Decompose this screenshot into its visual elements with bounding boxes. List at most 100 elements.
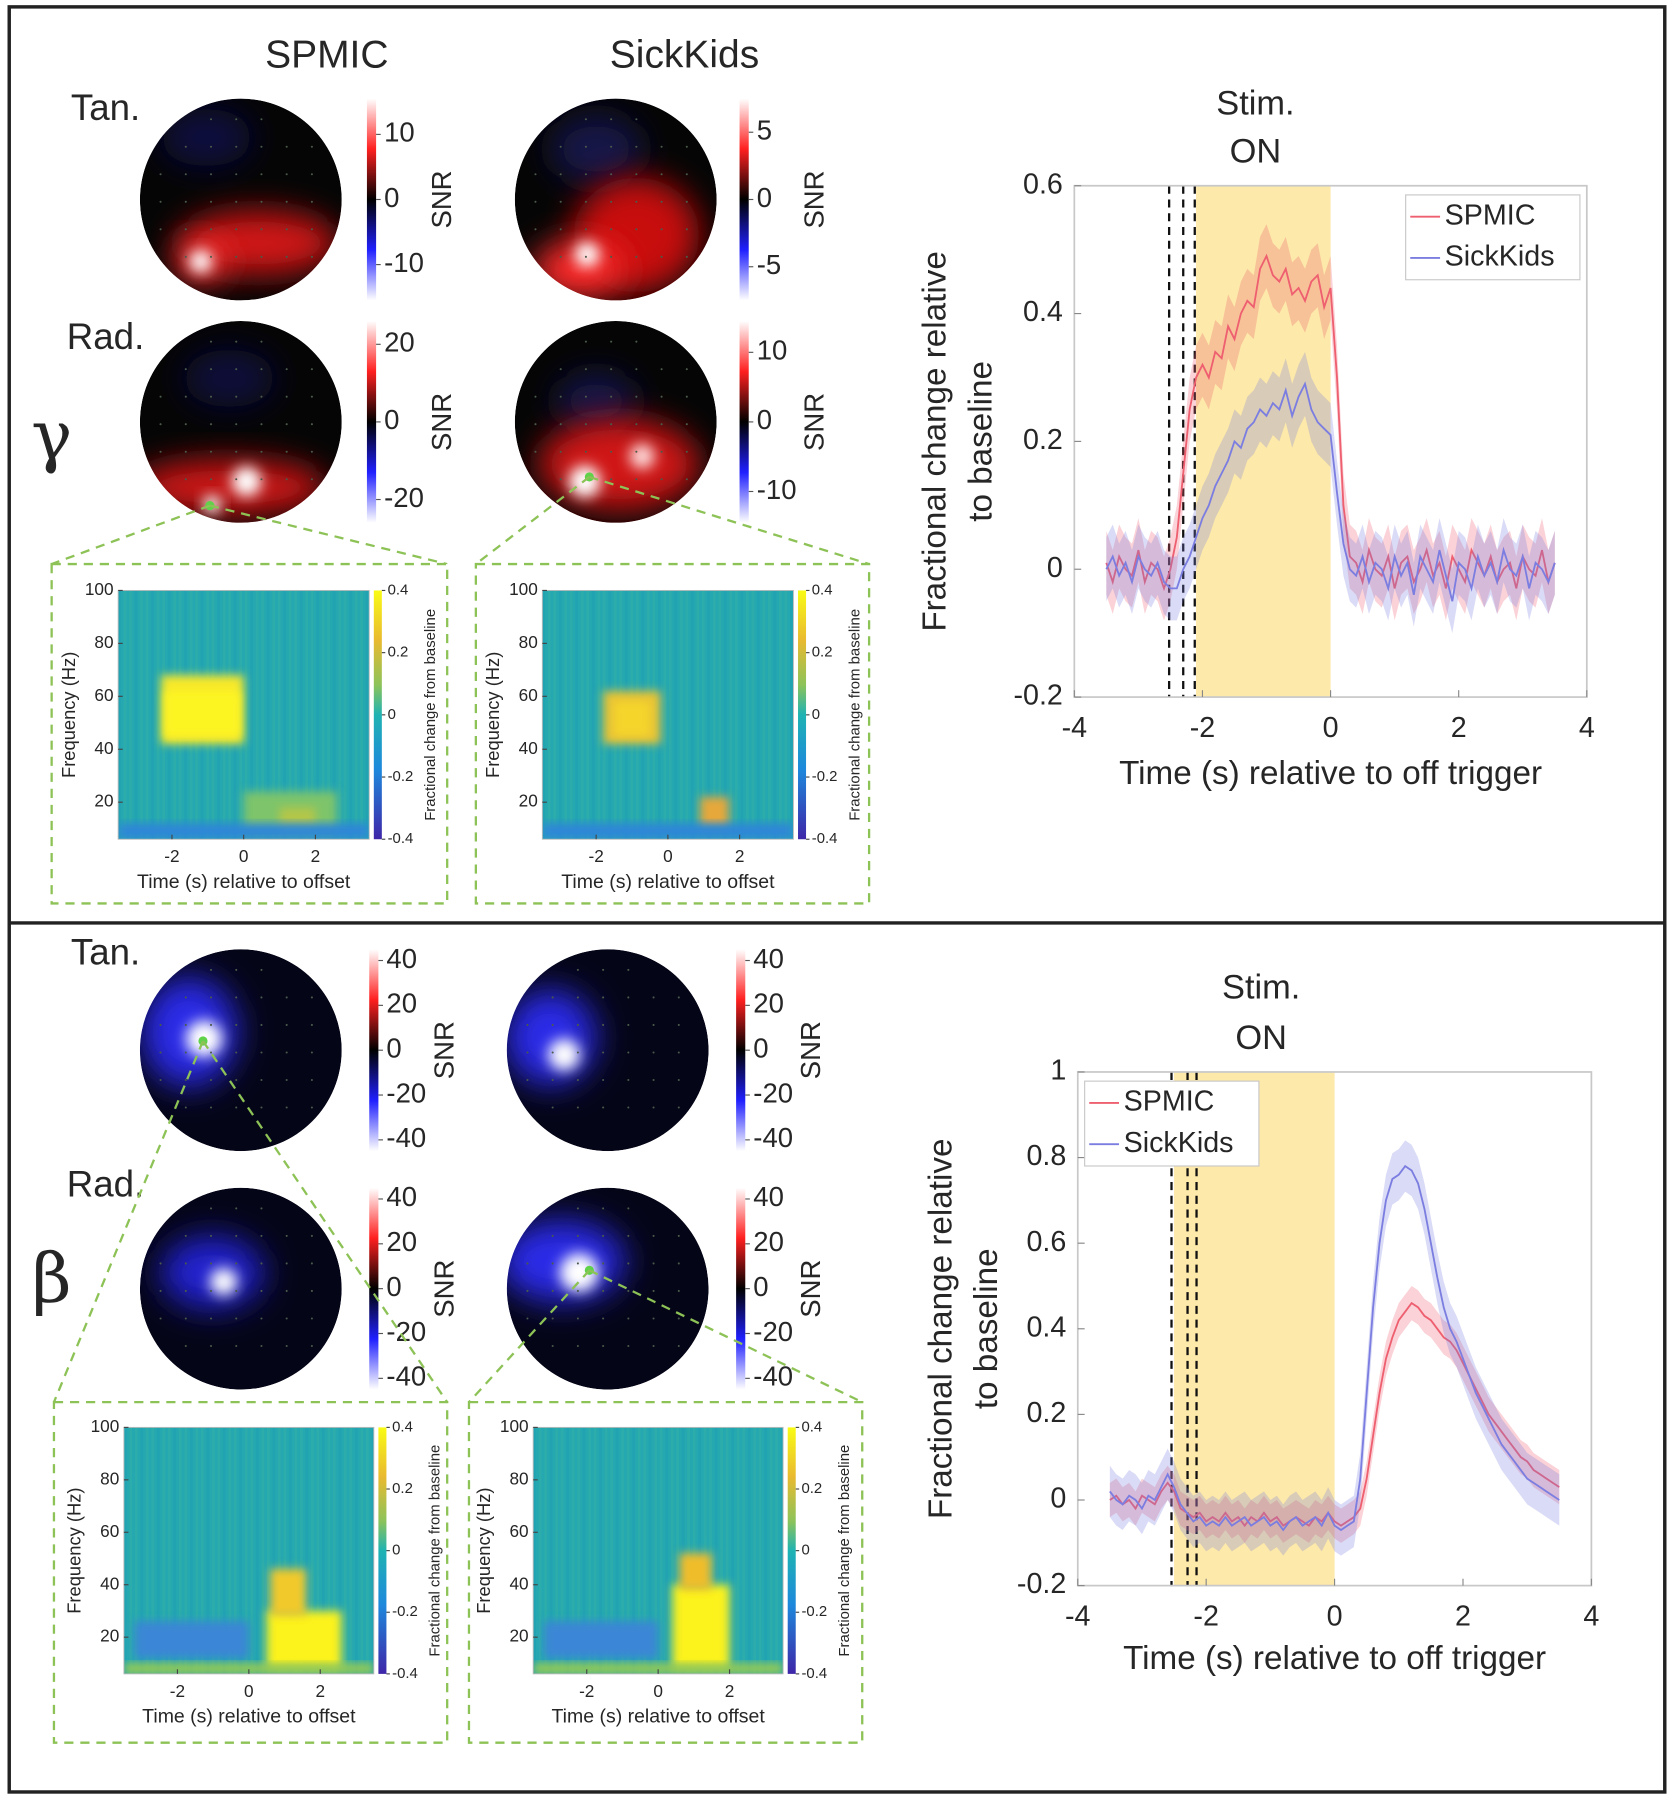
sensor [235,340,238,343]
zoom-line [588,1269,863,1404]
sensor [685,173,688,176]
colorbar-label: SNR [428,1260,459,1318]
row-label: Tan. [71,932,140,973]
topoplot [139,98,342,301]
legend-label: SickKids [1445,241,1555,273]
spectrogram-texture [751,590,755,840]
sensor [576,1078,579,1082]
sensor [559,200,562,203]
spectrogram-texture [266,1427,270,1674]
series-line [1109,1164,1560,1532]
sensor [260,200,263,203]
sensor [602,1289,605,1292]
row-label: Rad. [67,1163,144,1204]
sensor [610,173,613,176]
topoplot [514,98,717,301]
zoom-line [202,1040,449,1403]
y-tick-label: -0.2 [1017,1568,1066,1600]
colorbar-tick-label: -20 [753,1077,793,1108]
sensor [260,1051,263,1054]
sensor [610,255,613,258]
sensor [660,450,663,453]
spectrogram-texture [316,1427,320,1674]
spectrogram-texture [299,590,303,840]
sensor [310,368,313,371]
topo-blob [506,1219,625,1303]
sensor [184,423,187,426]
spectrogram-texture [250,1427,254,1674]
sensor [534,450,537,453]
x-tick-label: 0 [244,1681,254,1701]
sensor [285,478,288,481]
sensor [635,423,638,426]
sensor [685,200,688,203]
colorbar-tick-label: -10 [757,474,797,505]
sensor [551,1078,554,1082]
sensor [159,1078,162,1082]
sensor [627,1106,630,1109]
spectrogram-texture [118,590,121,840]
sensor [310,1289,313,1292]
sensor [260,1078,263,1082]
spectrogram-texture [758,1427,762,1674]
sensor [310,255,313,258]
sensor [627,968,630,971]
sensor [526,1023,529,1026]
spectrogram-texture [789,590,793,840]
y-axis-label: Fractional change relative [922,1139,959,1520]
y-tick-label: 100 [509,579,538,599]
row-label: Rad. [67,316,144,357]
sensor [235,1106,238,1109]
colorbar-label: SNR [795,1021,826,1079]
spectrogram-texture [720,1427,724,1674]
sensor [310,228,313,231]
sensor [260,228,263,231]
sensor [584,395,587,398]
colorbar-tick-label: -20 [384,482,424,513]
sensor [602,1344,605,1348]
topo-blob [506,989,597,1086]
sensor [551,1023,554,1026]
sensor [677,1317,680,1320]
sensor [677,1289,680,1292]
spectrogram-blob [118,823,370,840]
spectrogram-texture [690,590,694,840]
topo-hotspot [574,241,600,268]
sensor [285,1023,288,1026]
sensor [209,145,213,148]
y-tick-label: 0.8 [1026,1140,1066,1172]
sensor [559,255,562,258]
colorbar-tick-label: 20 [384,327,415,358]
sensor [209,423,213,426]
sensor [310,145,313,148]
spectrogram-texture [599,1427,602,1674]
sensor [685,423,688,426]
sensor [627,996,630,999]
sensor [209,968,213,971]
column-title: SPMIC [265,34,388,77]
colorbar-tick-label: 10 [757,335,788,366]
colorbar-label: Fractional change from baseline [847,609,863,821]
spectrogram-texture [745,590,749,840]
spectrogram-texture [560,1427,564,1674]
sensor [184,450,187,453]
sensor [159,1317,162,1320]
snr-colorbar [366,321,377,523]
topoplot [506,949,709,1152]
zoom-line [52,1040,205,1403]
sensor [677,1023,680,1026]
sensor [602,1262,605,1265]
sensor [660,173,663,176]
sensor [285,1078,288,1082]
topoplot [506,1187,709,1390]
sensor [526,1078,529,1082]
spectrogram-texture [222,1427,226,1674]
spectrogram-texture [676,1427,680,1674]
spectrogram-texture [756,590,760,840]
y-tick-label: 1 [1050,1055,1066,1087]
spectrogram-texture [637,1427,641,1674]
spectrogram-colorbar [378,1427,387,1674]
spectrogram-texture [310,590,314,840]
colorbar-tick-label: 0.2 [812,645,833,661]
colorbar-tick-label: 0.2 [801,1481,822,1497]
